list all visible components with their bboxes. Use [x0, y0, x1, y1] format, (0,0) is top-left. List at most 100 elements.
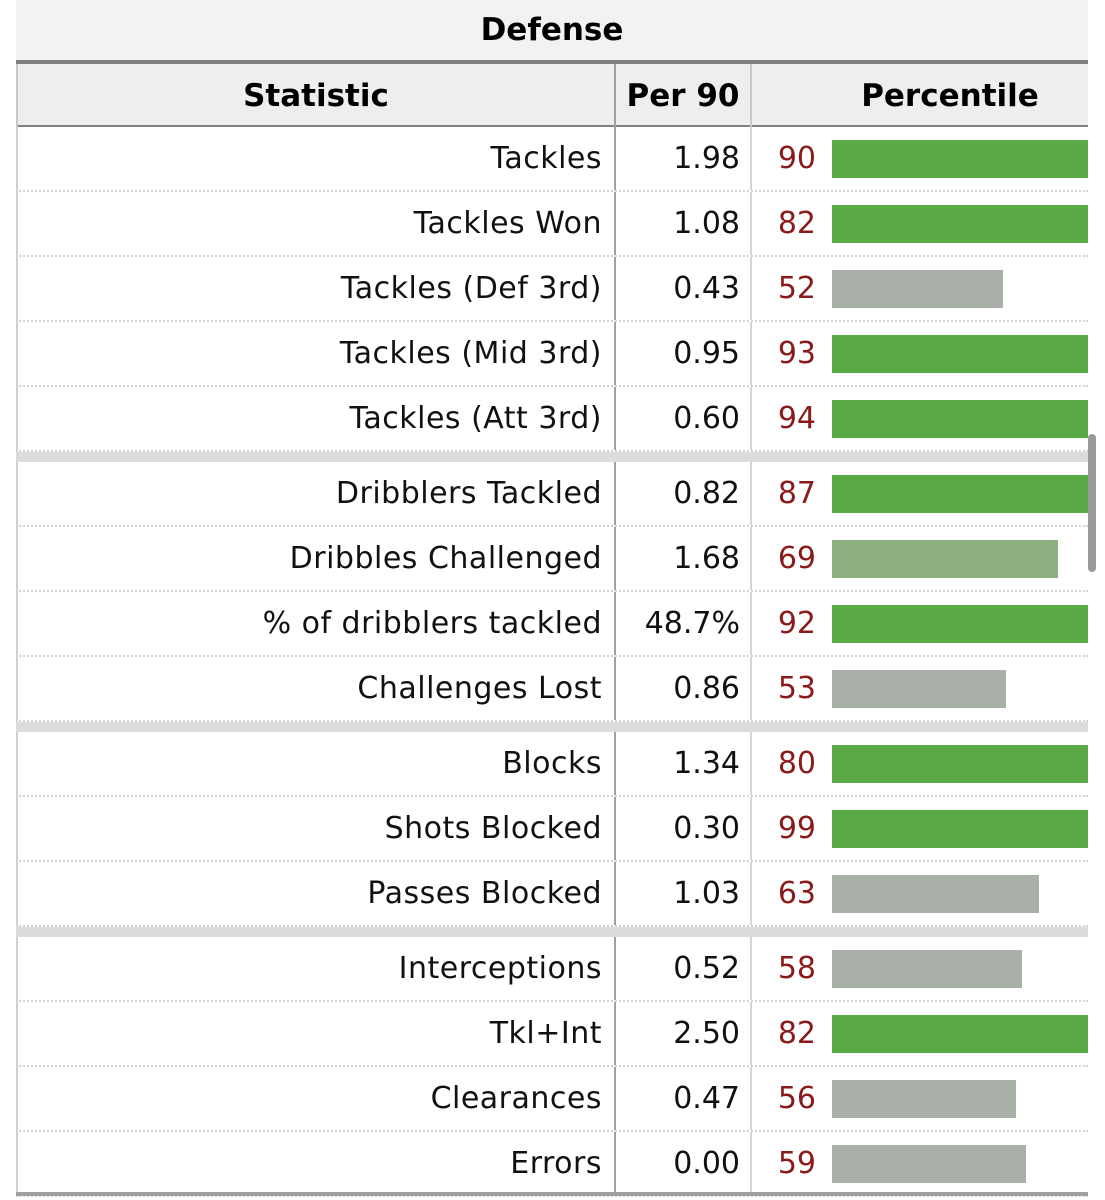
percentile-value: 59: [777, 1146, 816, 1181]
stat-name-cell: Shots Blocked: [16, 797, 616, 860]
percentile-value: 82: [777, 1016, 816, 1051]
table-row: Tkl+Int 2.50 82: [16, 1002, 1088, 1067]
percentile-bar: [832, 1015, 1088, 1053]
percentile-bar: [832, 400, 1088, 438]
percentile-bar: [832, 1080, 1016, 1118]
vertical-scrollbar[interactable]: [1088, 434, 1096, 572]
table-row: Tackles Won 1.08 82: [16, 192, 1088, 257]
percentile-cell: 82: [752, 1002, 1088, 1065]
percentile-bar: [832, 605, 1088, 643]
per-90-cell: 0.00: [616, 1132, 752, 1195]
percentile-value: 94: [777, 401, 816, 436]
table-row: Blocks 1.34 80: [16, 732, 1088, 797]
percentile-cell: 82: [752, 192, 1088, 255]
per-90-cell: 0.43: [616, 257, 752, 320]
group-separator: [16, 927, 1088, 937]
table-caption: Defense: [16, 0, 1088, 60]
percentile-cell: 56: [752, 1067, 1088, 1130]
percentile-bar: [832, 745, 1088, 783]
per-90-cell: 48.7%: [616, 592, 752, 655]
table-row: Shots Blocked 0.30 99: [16, 797, 1088, 862]
table-row: % of dribblers tackled 48.7% 92: [16, 592, 1088, 657]
percentile-cell: 87: [752, 462, 1088, 525]
stat-name-cell: Tackles Won: [16, 192, 616, 255]
stat-name-cell: Dribbles Challenged: [16, 527, 616, 590]
percentile-cell: 63: [752, 862, 1088, 925]
table-row: Passes Blocked 1.03 63: [16, 862, 1088, 927]
table-row: Interceptions 0.52 58: [16, 937, 1088, 1002]
percentile-value: 52: [777, 271, 816, 306]
stat-name-cell: Passes Blocked: [16, 862, 616, 925]
header-percentile[interactable]: Percentile: [861, 77, 1039, 114]
per-90-cell: 0.30: [616, 797, 752, 860]
percentile-cell: 52: [752, 257, 1088, 320]
percentile-value: 80: [777, 746, 816, 781]
percentile-bar: [832, 950, 1022, 988]
percentile-value: 82: [777, 206, 816, 241]
stat-name-cell: Blocks: [16, 732, 616, 795]
per-90-cell: 0.95: [616, 322, 752, 385]
percentile-value: 99: [777, 811, 816, 846]
percentile-value: 53: [777, 671, 816, 706]
table-row: Dribbles Challenged 1.68 69: [16, 527, 1088, 592]
table-row: Tackles (Att 3rd) 0.60 94: [16, 387, 1088, 452]
stat-name-cell: Dribblers Tackled: [16, 462, 616, 525]
percentile-cell: 99: [752, 797, 1088, 860]
percentile-cell: 90: [752, 127, 1088, 190]
percentile-value: 56: [777, 1081, 816, 1116]
table-row: Challenges Lost 0.86 53: [16, 657, 1088, 722]
stat-name-cell: Interceptions: [16, 937, 616, 1000]
stat-name-cell: Tackles (Att 3rd): [16, 387, 616, 450]
percentile-bar: [832, 670, 1006, 708]
percentile-cell: 93: [752, 322, 1088, 385]
group-separator: [16, 722, 1088, 732]
per-90-cell: 1.03: [616, 862, 752, 925]
table-row: Tackles (Mid 3rd) 0.95 93: [16, 322, 1088, 387]
header-per-90[interactable]: Per 90: [616, 64, 752, 127]
per-90-cell: 1.98: [616, 127, 752, 190]
top-rule: [16, 60, 1088, 64]
defense-stats-table: Statistic Per 90 Percentile Tackles 1.98 9…: [16, 60, 1088, 1197]
percentile-value: 90: [777, 141, 816, 176]
percentile-bar: [832, 540, 1058, 578]
percentile-bar: [832, 140, 1088, 178]
per-90-cell: 0.82: [616, 462, 752, 525]
bottom-rule: [16, 1192, 1088, 1196]
stat-name-cell: Tackles (Def 3rd): [16, 257, 616, 320]
table-row: Clearances 0.47 56: [16, 1067, 1088, 1132]
percentile-bar: [832, 270, 1003, 308]
percentile-bar: [832, 1145, 1026, 1183]
stat-name-cell: Errors: [16, 1132, 616, 1195]
stat-name-cell: Challenges Lost: [16, 657, 616, 720]
per-90-cell: 0.47: [616, 1067, 752, 1130]
stat-name-cell: Tackles (Mid 3rd): [16, 322, 616, 385]
table-row: Errors 0.00 59: [16, 1132, 1088, 1197]
stat-name-cell: Tackles: [16, 127, 616, 190]
percentile-value: 93: [777, 336, 816, 371]
percentile-value: 69: [777, 541, 816, 576]
percentile-value: 87: [777, 476, 816, 511]
percentile-cell: 53: [752, 657, 1088, 720]
percentile-cell: 92: [752, 592, 1088, 655]
per-90-cell: 0.60: [616, 387, 752, 450]
per-90-cell: 1.68: [616, 527, 752, 590]
stat-name-cell: Tkl+Int: [16, 1002, 616, 1065]
group-separator: [16, 452, 1088, 462]
percentile-value: 92: [777, 606, 816, 641]
table-row: Tackles (Def 3rd) 0.43 52: [16, 257, 1088, 322]
percentile-cell: 58: [752, 937, 1088, 1000]
percentile-value: 58: [777, 951, 816, 986]
percentile-bar: [832, 475, 1088, 513]
percentile-bar: [832, 875, 1039, 913]
percentile-bar: [832, 205, 1088, 243]
per-90-cell: 2.50: [616, 1002, 752, 1065]
table-row: Tackles 1.98 90: [16, 127, 1088, 192]
stat-name-cell: Clearances: [16, 1067, 616, 1130]
header-statistic[interactable]: Statistic: [16, 64, 616, 127]
per-90-cell: 1.34: [616, 732, 752, 795]
percentile-cell: 69: [752, 527, 1088, 590]
percentile-cell: 80: [752, 732, 1088, 795]
stat-name-cell: % of dribblers tackled: [16, 592, 616, 655]
table-header-row: Statistic Per 90 Percentile: [16, 64, 1088, 127]
percentile-value: 63: [777, 876, 816, 911]
